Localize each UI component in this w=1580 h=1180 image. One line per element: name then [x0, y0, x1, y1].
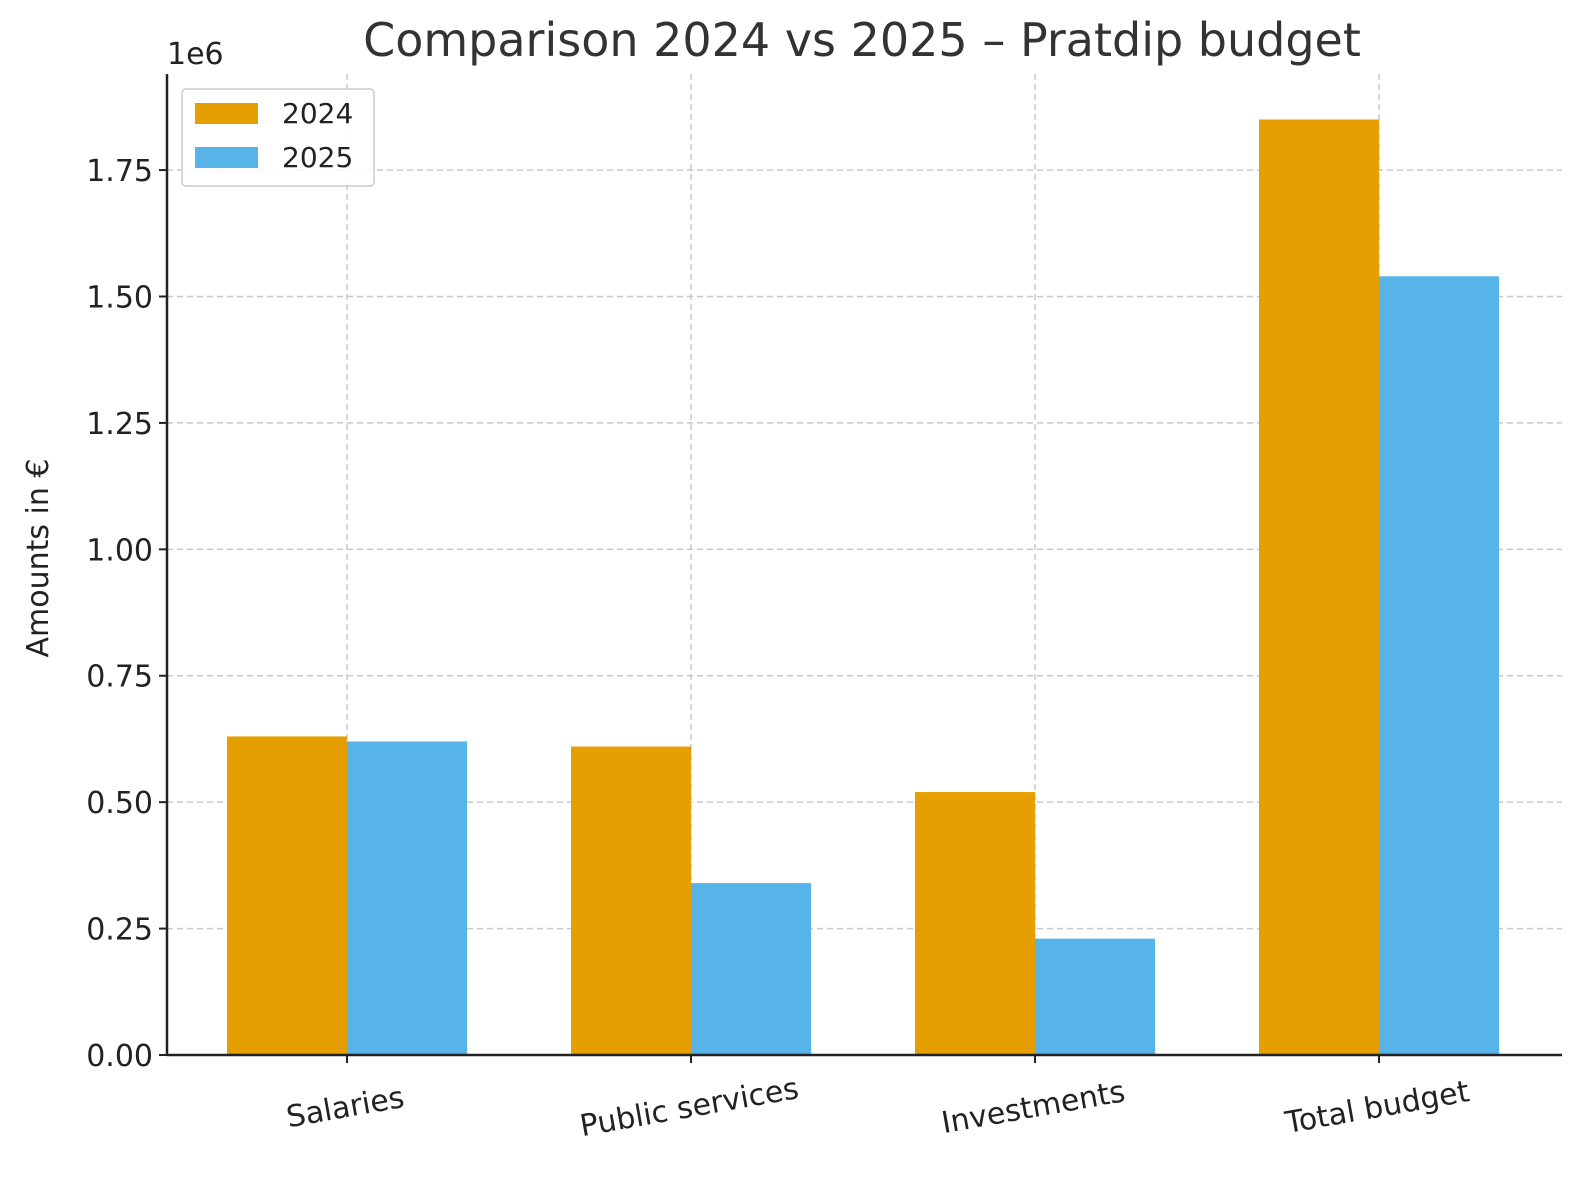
y-tick-label: 1.50	[86, 280, 153, 315]
bars	[227, 119, 1499, 1055]
y-tick-label: 1.00	[86, 533, 153, 568]
x-ticks: Salaries Public services Investments Total …	[284, 1055, 1472, 1144]
bar-2025-total-budget	[1379, 276, 1499, 1055]
legend-label: 2024	[282, 97, 353, 130]
y-axis-offset-label: 1e6	[167, 37, 224, 72]
y-tick-label: 0.00	[86, 1039, 153, 1074]
bar-2025-salaries	[347, 741, 467, 1055]
legend-label: 2025	[282, 141, 353, 174]
axes	[165, 74, 1562, 1057]
x-tick-label: Public services	[577, 1071, 801, 1144]
y-tick-label: 1.25	[86, 407, 153, 442]
y-ticks: 0.00 0.25 0.50 0.75 1.00 1.25 1.50 1.75	[86, 154, 167, 1074]
legend-swatch	[195, 147, 258, 168]
bar-2024-public-services	[571, 746, 691, 1055]
y-tick-label: 0.75	[86, 660, 153, 695]
bar-2025-public-services	[691, 883, 811, 1055]
chart-title: Comparison 2024 vs 2025 – Pratdip budget	[363, 13, 1361, 67]
y-tick-label: 0.25	[86, 913, 153, 948]
bar-2024-salaries	[227, 736, 347, 1055]
bar-2024-total-budget	[1259, 119, 1379, 1055]
y-tick-label: 1.75	[86, 154, 153, 189]
legend: 2024 2025	[181, 88, 375, 187]
y-axis-label: Amounts in €	[21, 458, 56, 657]
legend-swatch	[195, 103, 258, 124]
y-tick-label: 0.50	[86, 786, 153, 821]
x-tick-label: Total budget	[1282, 1074, 1472, 1141]
bar-2024-investments	[915, 792, 1035, 1055]
x-tick-label: Investments	[939, 1074, 1128, 1141]
bar-2025-investments	[1035, 938, 1155, 1055]
x-tick-label: Salaries	[284, 1080, 407, 1135]
